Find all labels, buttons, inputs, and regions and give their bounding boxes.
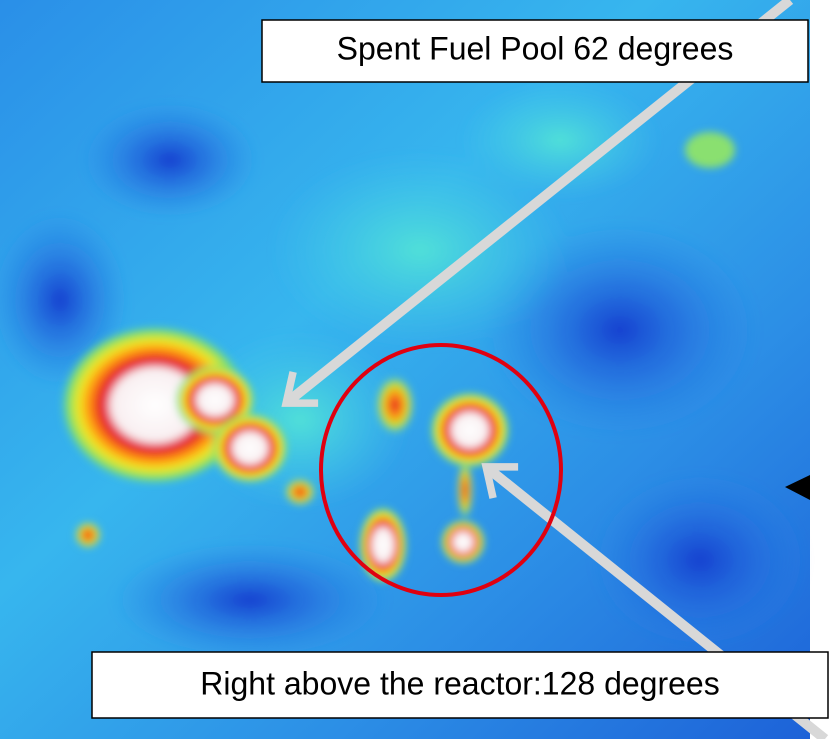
annotation: Spent Fuel Pool 62 degrees <box>337 30 734 66</box>
pointer <box>785 475 810 500</box>
highlight-circle <box>319 343 563 597</box>
temperature-field <box>0 80 810 660</box>
hot-spots <box>60 325 510 583</box>
annotation: Right above the reactor:128 degrees <box>200 665 719 701</box>
label-box <box>91 651 829 719</box>
label-box <box>261 19 809 83</box>
